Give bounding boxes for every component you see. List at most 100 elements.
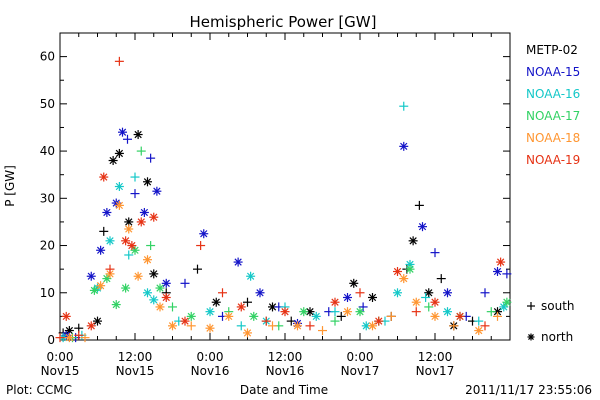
data-point-noaa-16-north — [143, 288, 152, 298]
data-point-noaa-16-south — [330, 307, 340, 317]
y-tick-label: 60 — [40, 50, 55, 64]
data-point-noaa-17-north — [155, 283, 165, 293]
data-point-noaa-16-north — [114, 182, 124, 191]
data-point-metp-02-north — [368, 292, 377, 302]
data-point-noaa-15-north — [139, 207, 149, 217]
data-point-noaa-18-north — [243, 328, 252, 338]
data-point-metp-02-south — [336, 311, 346, 321]
y-tick-label: 10 — [40, 286, 55, 300]
data-point-noaa-19-north — [121, 236, 131, 246]
marker-legend-label: south — [541, 299, 575, 313]
data-point-noaa-19-north — [330, 297, 340, 307]
data-point-noaa-18-south — [318, 326, 327, 336]
data-point-noaa-19-south — [196, 241, 206, 251]
data-point-noaa-19-south — [55, 333, 65, 343]
data-point-noaa-18-north — [430, 311, 440, 321]
data-point-noaa-17-north — [405, 264, 415, 274]
plot-frame — [59, 32, 511, 341]
data-point-noaa-15-north — [399, 141, 409, 151]
data-point-metp-02-south — [286, 316, 296, 326]
data-point-noaa-19-north — [136, 217, 146, 227]
x-tick-time: 12:00 — [418, 350, 453, 364]
data-point-noaa-15-north — [493, 267, 502, 277]
data-point-noaa-16-south — [236, 321, 246, 331]
data-point-noaa-17-north — [502, 297, 512, 307]
data-point-noaa-15-south — [480, 288, 490, 298]
data-point-noaa-16-north — [246, 271, 256, 281]
data-point-metp-02-north — [149, 269, 159, 279]
data-point-noaa-17-north — [111, 300, 121, 310]
data-point-noaa-17-north — [130, 245, 140, 255]
data-point-noaa-19-south — [105, 264, 115, 274]
data-point-noaa-16-north — [499, 302, 509, 312]
data-point-noaa-17-south — [424, 302, 434, 312]
legend-entry: NOAA-18 — [526, 131, 580, 145]
x-tick-date: Nov16 — [191, 364, 230, 378]
data-point-noaa-17-north — [355, 307, 365, 317]
x-axis-label: Date and Time — [240, 383, 328, 397]
data-point-noaa-17-south — [136, 146, 146, 156]
data-point-noaa-15-north — [255, 288, 265, 298]
data-point-metp-02-south — [99, 226, 109, 236]
data-point-metp-02-north — [143, 177, 152, 187]
data-point-noaa-19-north — [455, 311, 465, 321]
data-point-noaa-19-north — [127, 241, 137, 251]
data-point-noaa-15-south — [180, 278, 190, 288]
data-point-noaa-19-north — [161, 292, 171, 302]
marker-legend-label: north — [541, 330, 573, 344]
data-point-noaa-18-north — [474, 326, 484, 336]
y-tick-label: 40 — [40, 144, 55, 158]
data-point-noaa-15-south — [502, 269, 512, 279]
data-point-noaa-16-south — [421, 292, 431, 302]
legend-entry: NOAA-17 — [526, 109, 580, 123]
data-point-noaa-17-north — [299, 307, 309, 317]
data-point-noaa-19-north — [236, 302, 246, 312]
marker-legend-symbol — [527, 333, 535, 341]
data-point-noaa-18-north — [155, 302, 165, 312]
data-point-noaa-15-north — [233, 257, 243, 267]
data-point-noaa-19-north — [430, 297, 440, 307]
data-point-noaa-16-north — [393, 288, 402, 298]
data-point-metp-02-north — [408, 236, 418, 246]
data-point-noaa-17-south — [486, 307, 496, 317]
data-point-noaa-17-south — [168, 302, 177, 312]
data-points — [55, 56, 512, 343]
x-tick-date: Nov15 — [116, 364, 155, 378]
data-point-noaa-17-north — [186, 311, 196, 321]
x-tick-date: Nov15 — [41, 364, 80, 378]
x-tick-date: Nov17 — [341, 364, 380, 378]
data-point-noaa-16-north — [311, 311, 321, 321]
data-point-noaa-18-north — [168, 321, 177, 331]
data-point-noaa-19-north — [374, 316, 384, 326]
data-point-noaa-19-south — [355, 288, 365, 298]
y-tick-label: 0 — [47, 333, 55, 347]
data-point-noaa-18-north — [64, 333, 74, 343]
y-axis: 0 10 20 30 40 50 60 — [40, 50, 510, 347]
data-point-noaa-17-south — [330, 316, 340, 326]
data-point-noaa-15-north — [418, 222, 427, 232]
data-point-noaa-18-north — [96, 281, 106, 291]
marker-legend: south north — [527, 299, 575, 344]
data-point-metp-02-north — [108, 156, 118, 166]
data-point-noaa-16-north — [105, 236, 115, 246]
data-point-noaa-15-south — [123, 134, 132, 144]
data-point-noaa-18-south — [386, 311, 396, 321]
data-point-metp-02-north — [133, 130, 143, 140]
data-point-noaa-15-north — [118, 127, 127, 137]
data-point-noaa-17-north — [102, 274, 112, 284]
data-point-noaa-17-south — [146, 241, 156, 251]
data-point-noaa-18-south — [449, 321, 459, 331]
data-point-noaa-18-north — [133, 271, 143, 281]
data-point-noaa-18-north — [124, 224, 134, 234]
data-point-noaa-18-south — [80, 333, 90, 343]
data-point-noaa-19-south — [411, 307, 421, 317]
data-point-noaa-18-south — [268, 321, 277, 331]
data-point-noaa-17-north — [121, 283, 131, 293]
data-point-noaa-19-north — [180, 316, 190, 326]
marker-legend-symbol — [527, 302, 535, 310]
data-point-noaa-19-south — [114, 56, 124, 66]
legend-entry: METP-02 — [526, 43, 578, 57]
x-tick-time: 12:00 — [118, 350, 153, 364]
data-point-noaa-18-north — [368, 321, 377, 331]
